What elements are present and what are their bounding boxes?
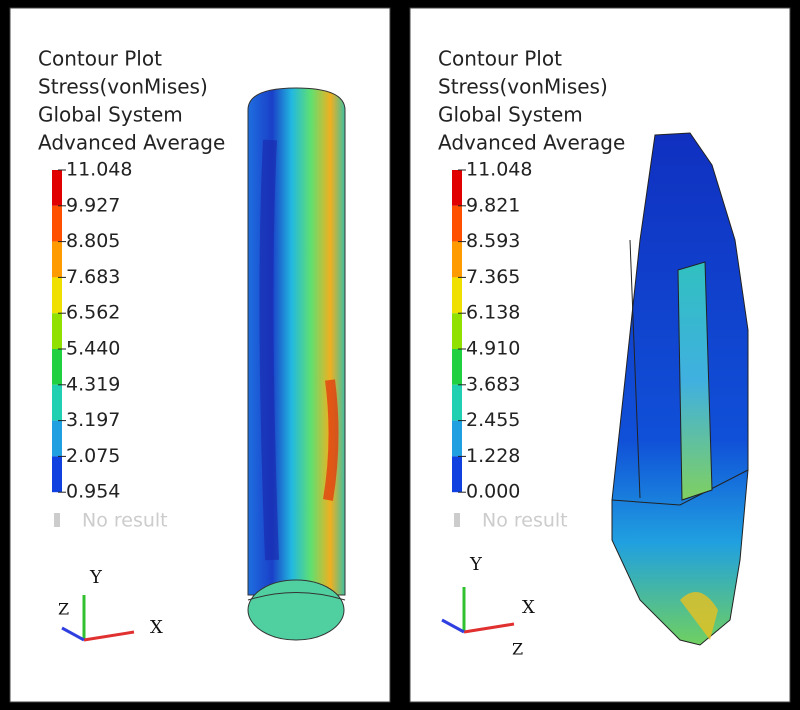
cylinder-model <box>247 87 346 641</box>
colorbar-band <box>52 384 62 421</box>
axis-z-arrow <box>61 626 85 642</box>
axis-x-arrow <box>83 630 135 642</box>
colorbar-band <box>452 349 462 385</box>
axis-z-label: Z <box>512 640 523 659</box>
colorbar-band <box>452 205 462 242</box>
colorbar-band <box>452 277 462 314</box>
legend-title-line: Global System <box>38 103 183 127</box>
legend-value: 0.954 <box>66 481 120 503</box>
legend-value: 3.197 <box>66 409 120 431</box>
axis-y-label: Y <box>469 554 483 575</box>
colorbar-band <box>52 170 62 206</box>
colorbar-band <box>452 384 462 421</box>
legend-value: 2.455 <box>466 409 520 431</box>
legend-title-line: Advanced Average <box>438 131 625 155</box>
axis-x-label: X <box>522 597 535 618</box>
legend-value: 2.075 <box>66 445 120 467</box>
legend-value: 9.927 <box>66 194 120 216</box>
legend-value: 11.048 <box>466 159 532 181</box>
legend-value: 4.319 <box>66 373 120 395</box>
no-result-swatch <box>454 513 460 527</box>
axis-x-label: X <box>150 617 163 638</box>
legend-right: Contour Plot Stress(vonMises) Global Syste… <box>438 47 625 659</box>
legend-title-line: Advanced Average <box>38 131 225 155</box>
legend-left: Contour Plot Stress(vonMises) Global Syste… <box>38 47 225 642</box>
legend-value: 6.562 <box>66 302 120 324</box>
legend-value: 8.805 <box>66 230 120 252</box>
legend-title-line: Contour Plot <box>38 47 162 71</box>
legend-value: 3.683 <box>466 373 520 395</box>
colorbar-band <box>452 420 462 457</box>
legend-value: 7.365 <box>466 266 520 288</box>
legend-value: 6.138 <box>466 302 520 324</box>
axis-y-label: Y <box>89 567 103 588</box>
legend-value: 4.910 <box>466 338 520 360</box>
no-result-label: No result <box>482 510 568 532</box>
axis-x-arrow <box>463 622 515 634</box>
colorbar-band <box>52 420 62 457</box>
colorbar-band <box>452 170 462 206</box>
no-result-label: No result <box>82 510 168 532</box>
colorbar-band <box>52 456 62 493</box>
colorbar-band <box>452 241 462 278</box>
colorbar-band <box>52 205 62 242</box>
colorbar-band <box>452 313 462 349</box>
colorbar-band <box>52 313 62 349</box>
colorbar-band <box>452 456 462 493</box>
colorbar-band <box>52 349 62 385</box>
colorbar-band <box>52 241 62 278</box>
legend-value: 0.000 <box>466 481 520 503</box>
legend-value: 7.683 <box>66 266 120 288</box>
legend-value: 8.593 <box>466 230 520 252</box>
legend-title-line: Stress(vonMises) <box>438 75 608 99</box>
legend-value: 9.821 <box>466 194 520 216</box>
legend-value: 5.440 <box>66 338 120 360</box>
no-result-swatch <box>54 513 60 527</box>
legend-title-line: Stress(vonMises) <box>38 75 208 99</box>
axis-z-arrow <box>441 618 465 634</box>
tooth-model <box>611 132 749 646</box>
legend-value: 1.228 <box>466 445 520 467</box>
legend-title-line: Contour Plot <box>438 47 562 71</box>
legend-value: 11.048 <box>66 159 132 181</box>
colorbar-band <box>52 277 62 314</box>
axis-z-label: Z <box>58 600 69 619</box>
legend-title-line: Global System <box>438 103 583 127</box>
